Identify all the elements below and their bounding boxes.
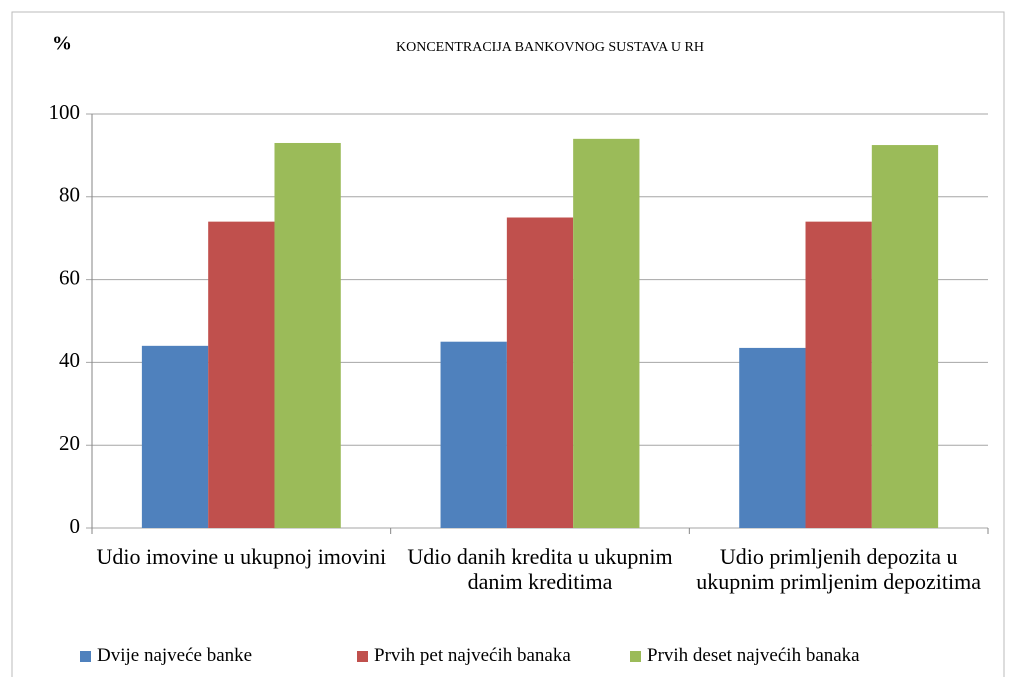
- legend-label: Dvije najveće banke: [97, 645, 253, 666]
- chart-title: KONCENTRACIJA BANKOVNOG SUSTAVA U RH: [396, 40, 704, 55]
- y-tick-label: 20: [59, 431, 80, 455]
- y-tick-label: 100: [49, 100, 81, 124]
- y-tick-label: 80: [59, 183, 80, 207]
- legend-label: Prvih pet najvećih banaka: [374, 645, 571, 666]
- bar: [805, 221, 872, 528]
- y-tick-label: 60: [59, 265, 80, 289]
- y-tick-label: 0: [70, 514, 81, 538]
- legend-swatch: [80, 650, 91, 662]
- bar: [871, 145, 939, 529]
- bar: [274, 142, 341, 529]
- legend-item: Dvije najveće banke: [80, 645, 252, 667]
- bar: [573, 138, 640, 528]
- bar: [208, 221, 275, 528]
- bar: [141, 345, 209, 528]
- legend-swatch: [357, 650, 368, 662]
- bar: [506, 217, 574, 528]
- y-axis-label: %: [52, 33, 72, 55]
- bar: [739, 347, 806, 528]
- x-tick-label: Udio imovine u ukupnoj imovini: [96, 544, 387, 569]
- x-tick-label: Udio primljenih depozita u ukupnim priml…: [696, 544, 982, 594]
- x-tick-label: Udio danih kredita u ukupnim danim kredi…: [407, 544, 673, 594]
- bar: [440, 341, 507, 528]
- legend-item: Prvih pet najvećih banaka: [357, 645, 571, 667]
- legend-item: Prvih deset najvećih banaka: [630, 645, 860, 667]
- y-tick-label: 40: [59, 348, 80, 372]
- legend-label: Prvih deset najvećih banaka: [647, 645, 860, 666]
- chart-border: [11, 11, 1005, 677]
- legend-swatch: [630, 650, 641, 662]
